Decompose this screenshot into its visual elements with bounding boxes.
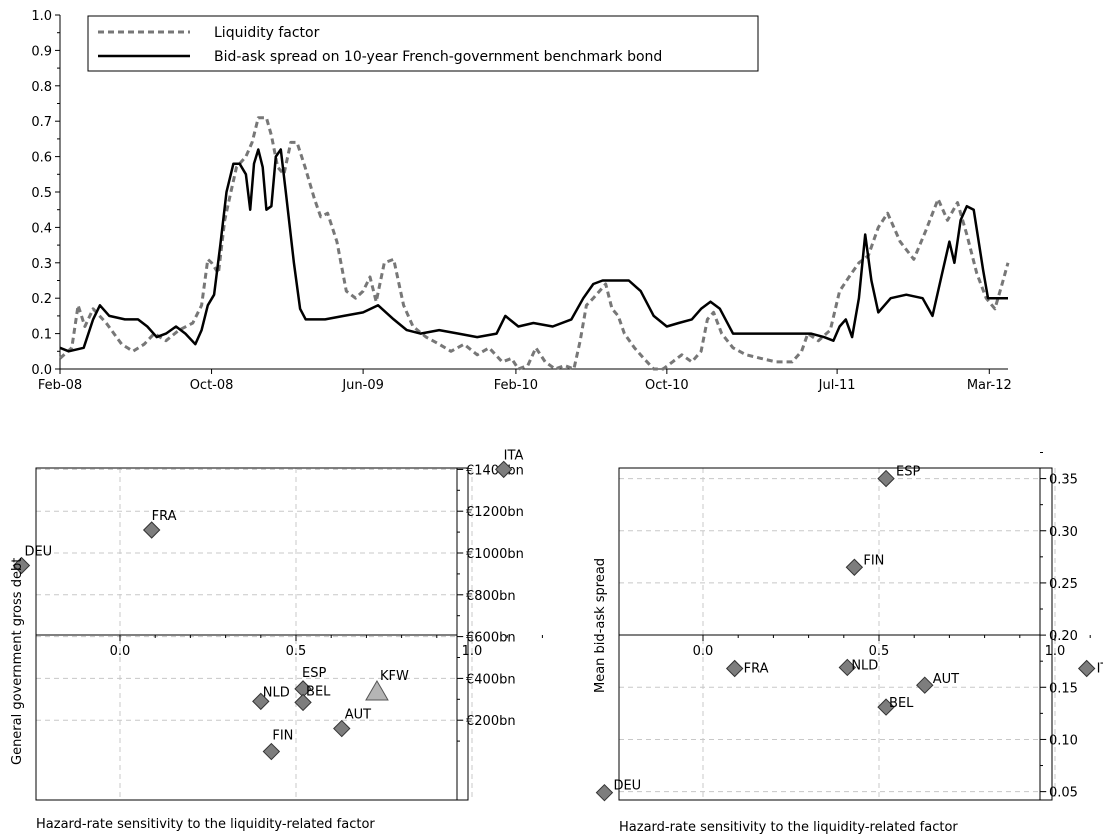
point-marker-nld [838, 658, 857, 677]
legend-box [87, 15, 759, 72]
point-label-esp: ESP [302, 666, 326, 681]
y-tick-label: 0.10 [1049, 733, 1078, 748]
y-tick-label: 0.3 [31, 257, 52, 272]
x-tick-label: 0.0 [693, 644, 714, 659]
point-label-ita: ITA [1097, 661, 1103, 676]
bid-ask-scatter-chart: 0.00.51.01.50.050.100.150.200.250.300.35… [593, 451, 1103, 835]
point-marker-bel [877, 698, 895, 716]
y-axis-label: Mean bid-ask spread [593, 558, 608, 693]
x-axis-label: Hazard-rate sensitivity to the liquidity… [36, 817, 375, 832]
point-marker-esp [877, 469, 895, 488]
y-tick-label: 0.15 [1049, 681, 1078, 696]
point-label-deu: DEU [24, 545, 52, 560]
x-tick-label: 0.0 [110, 644, 131, 659]
x-tick-label: Oct-10 [645, 378, 689, 393]
y-tick-label: €200bn [466, 714, 516, 729]
debt-scatter-chart: 0.00.51.01.5€200bn€400bn€600bn€800bn€100… [10, 448, 543, 832]
x-tick-label: Feb-10 [494, 378, 538, 393]
y-tick-label: 0.35 [1049, 473, 1078, 488]
point-marker-nld [252, 692, 270, 711]
y-tick-label: €800bn [466, 589, 516, 604]
x-tick-label: Jun-09 [341, 378, 384, 393]
grid [36, 468, 473, 800]
y-tick-label: 0.30 [1049, 525, 1078, 540]
point-marker-fra [725, 659, 744, 678]
x-tick-label: Jul-11 [818, 378, 856, 393]
y-axis-ticks: 0.0 0.1 0.2 0.3 0.4 0.5 0.6 0.7 0.8 0.9 1.0 [31, 9, 60, 378]
x-tick-label: Mar-12 [967, 378, 1012, 393]
point-label-fin: FIN [272, 729, 293, 744]
series-line-liquidity-factor [58, 116, 1010, 371]
plot-frame [618, 467, 1053, 801]
point-marker-fin [262, 742, 281, 761]
y-tick-label: €1000bn [466, 547, 524, 562]
legend: Liquidity factor Bid-ask spread on 10-ye… [87, 15, 759, 72]
x-tick-label: Feb-08 [38, 378, 82, 393]
y-tick-label: 1.0 [31, 9, 52, 24]
point-label-aut: AUT [933, 672, 959, 687]
point-label-ita: ITA [504, 448, 524, 463]
x-tick-label: 0.5 [286, 644, 307, 659]
x-tick-label: 0.5 [869, 644, 890, 659]
y-tick-label: €600bn [466, 631, 516, 646]
points-group: ITA FRA DEU ESP NLD BEL KFW AUT FIN [12, 448, 524, 761]
x-tick-label: 1.0 [462, 644, 483, 659]
point-label-aut: AUT [345, 708, 371, 723]
y-tick-label: 0.2 [31, 292, 52, 307]
liquidity-line-chart: 0.0 0.1 0.2 0.3 0.4 0.5 0.6 0.7 0.8 0.9 1.0 Feb-08… [31, 9, 1012, 393]
y-tick-label: €1400bn [466, 463, 524, 478]
plot-frame [35, 467, 469, 801]
y-tick-label: 0.5 [31, 186, 52, 201]
y-tick-label: 0.1 [31, 328, 52, 343]
x-tick-label: Oct-08 [190, 378, 234, 393]
y-tick-label: 0.20 [1049, 629, 1078, 644]
series-group [58, 116, 1010, 371]
point-label-bel: BEL [306, 684, 331, 699]
point-marker-aut [333, 719, 351, 738]
points-group: ESP FIN FRA NLD AUT BEL ITA DEU [595, 465, 1103, 802]
point-label-deu: DEU [613, 779, 641, 794]
point-marker-deu [595, 783, 614, 802]
axes: 0.00.51.01.5€200bn€400bn€600bn€800bn€100… [35, 463, 543, 801]
y-tick-label: 0.0 [31, 363, 52, 378]
point-label-nld: NLD [263, 685, 290, 700]
point-marker-deu [12, 556, 31, 575]
point-label-nld: NLD [851, 658, 878, 673]
point-marker-bel [294, 693, 312, 712]
legend-label-liquidity: Liquidity factor [214, 25, 320, 41]
y-tick-label: €400bn [466, 672, 516, 687]
y-tick-label: 0.9 [31, 44, 52, 59]
point-label-fra: FRA [744, 661, 769, 676]
point-marker-ita [494, 460, 513, 479]
point-marker-fin [845, 558, 864, 576]
point-marker-kfw [365, 679, 389, 701]
point-label-esp: ESP [896, 465, 920, 480]
series-line-bid-ask-spread [59, 148, 1008, 353]
axes: 0.00.51.01.50.050.100.150.200.250.300.35 [618, 451, 1091, 801]
point-label-bel: BEL [889, 696, 914, 711]
point-label-fra: FRA [152, 509, 177, 524]
y-tick-label: €1200bn [466, 505, 524, 520]
y-tick-label: 0.05 [1049, 786, 1078, 801]
x-tick-label: 1.0 [1045, 644, 1066, 659]
point-marker-fra [142, 521, 161, 539]
y-tick-label: 0.25 [1049, 577, 1078, 592]
y-tick-label: 0.7 [31, 115, 52, 130]
legend-label-bid-ask: Bid-ask spread on 10-year French-governm… [214, 49, 662, 65]
y-tick-label: 0.6 [31, 151, 52, 166]
point-marker-ita [1077, 659, 1096, 678]
point-label-fin: FIN [863, 553, 884, 568]
point-label-kfw: KFW [380, 669, 409, 684]
y-tick-label: 0.4 [31, 221, 52, 236]
y-tick-label: 0.8 [31, 80, 52, 95]
x-axis-ticks: Feb-08 Oct-08 Jun-09 Feb-10 Oct-10 Jul-11 Mar-… [38, 369, 1012, 393]
y-axis-label: General government gross debt [10, 558, 25, 765]
x-axis-label: Hazard-rate sensitivity to the liquidity… [619, 820, 958, 835]
grid [619, 468, 1056, 800]
point-marker-aut [916, 676, 934, 694]
